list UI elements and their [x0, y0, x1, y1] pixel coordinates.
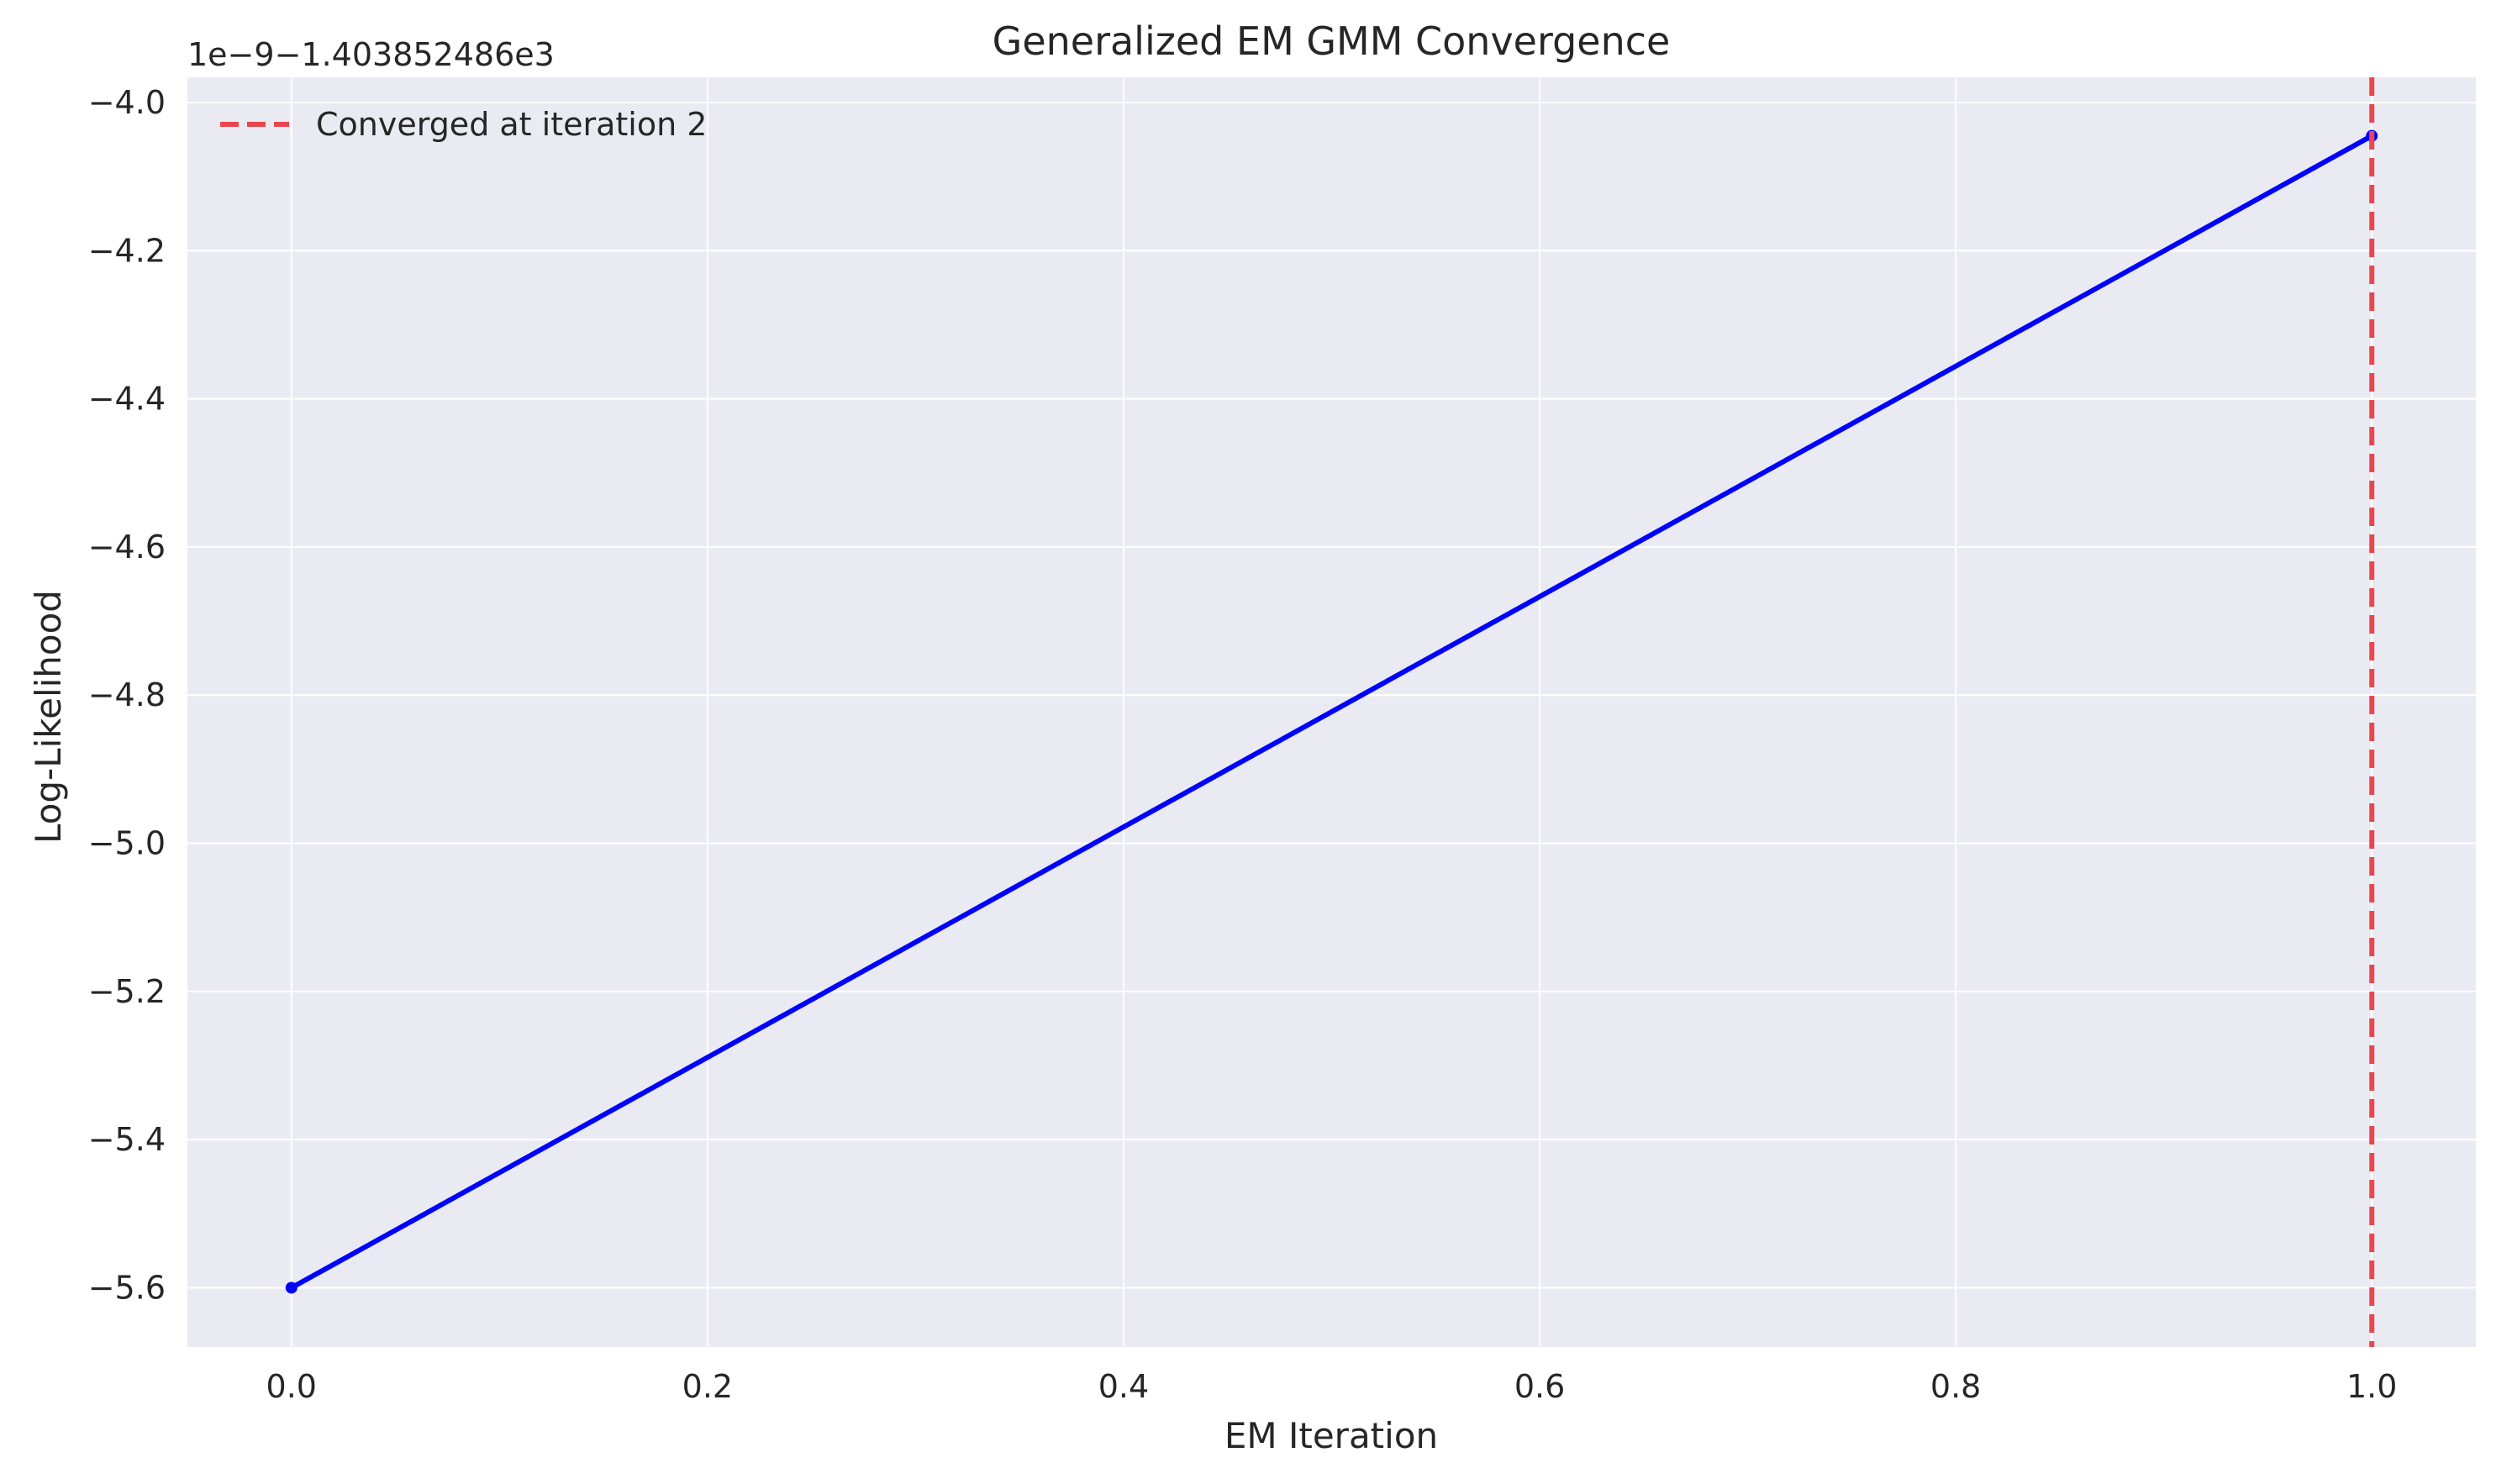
y-tick-label-6: −5.2: [88, 973, 166, 1010]
y-tick-label-1: −4.2: [88, 232, 166, 269]
x-tick-label-1: 0.2: [682, 1368, 733, 1405]
x-tick-label-5: 1.0: [2346, 1368, 2397, 1405]
y-axis-label: Log-Likelihood: [28, 590, 69, 844]
y-tick-label-4: −4.8: [88, 676, 166, 713]
y-tick-label-0: −4.0: [88, 84, 166, 121]
y-tick-label-8: −5.6: [88, 1269, 166, 1306]
series-line-0: [288, 133, 2375, 1291]
x-tick-label-2: 0.4: [1098, 1368, 1149, 1405]
y-offset-label: 1e−9−1.403852486e3: [187, 36, 555, 73]
data-point-0: [285, 1281, 298, 1294]
x-tick-label-0: 0.0: [266, 1368, 317, 1405]
x-axis-label: EM Iteration: [1224, 1415, 1438, 1456]
x-tick-label-3: 0.6: [1514, 1368, 1565, 1405]
y-tick-label-5: −5.0: [88, 825, 166, 862]
series-layer: [285, 77, 2378, 1347]
y-tick-label-3: −4.6: [88, 529, 166, 566]
legend: Converged at iteration 2: [220, 106, 707, 143]
grid: [187, 77, 2476, 1347]
y-tick-label-2: −4.4: [88, 381, 166, 418]
chart-title: Generalized EM GMM Convergence: [993, 18, 1671, 64]
y-axis-ticks: −4.0 −4.2 −4.4 −4.6 −4.8 −5.0 −5.2 −5.4 −5.6: [88, 84, 166, 1307]
legend-label-vline: Converged at iteration 2: [316, 106, 707, 143]
x-tick-label-4: 0.8: [1930, 1368, 1981, 1405]
x-axis-ticks: 0.0 0.2 0.4 0.6 0.8 1.0: [266, 1368, 2398, 1405]
y-tick-label-7: −5.4: [88, 1121, 166, 1158]
